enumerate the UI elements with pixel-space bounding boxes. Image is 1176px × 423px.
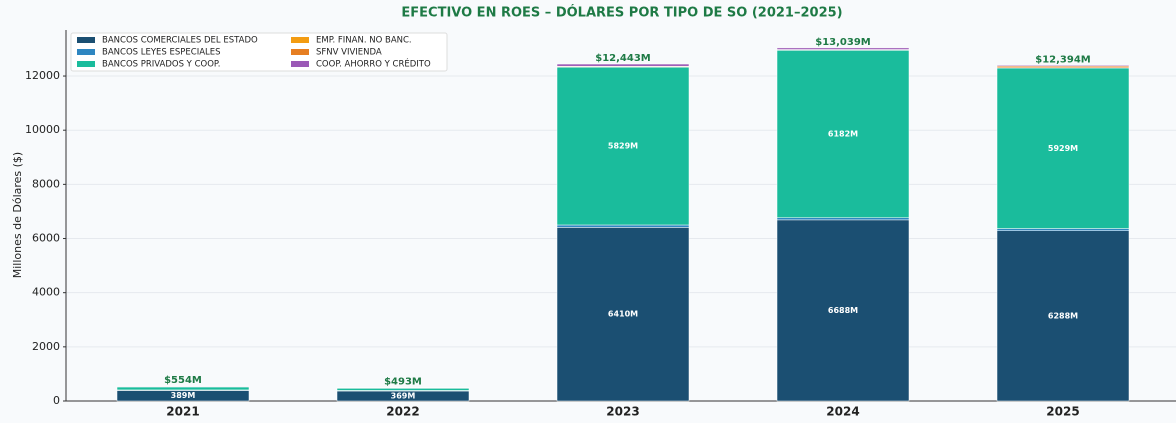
bar-segment [336,388,470,391]
legend-box [70,32,448,72]
total-label: $493M [384,377,422,388]
total-label: $12,394M [1035,54,1091,65]
value-label: 389M [171,391,196,400]
legend-swatch [77,49,95,55]
bar-segment [776,47,910,50]
value-label: 6182M [828,130,858,139]
legend-label: SFNV VIVIENDA [316,48,382,58]
value-label: 369M [391,392,416,401]
legend-swatch [291,61,309,67]
y-tick-label: 8000 [32,177,60,190]
bar-segment [996,65,1130,67]
bar-segment [556,66,690,226]
value-label: 6288M [1048,311,1078,320]
y-tick-label: 0 [53,394,60,407]
total-label: $554M [164,375,202,386]
bar-segment [776,50,910,218]
y-axis-label: Millones de Dólares ($) [11,152,24,278]
bar-segment [556,224,690,228]
bar-segment [776,219,910,402]
y-tick-label: 10000 [25,123,60,136]
x-tick-label: 2023 [606,405,639,419]
bar-segment [996,228,1130,231]
bar-segment [996,67,1130,229]
bar-segment [556,63,690,67]
bar-segment [776,217,910,221]
legend-label: BANCOS PRIVADOS Y COOP. [102,60,220,70]
legend-swatch [291,49,309,55]
value-label: 5929M [1048,144,1078,153]
bar-segment [116,386,250,391]
legend-label: COOP. AHORRO Y CRÉDITO [316,58,431,70]
legend-label: BANCOS COMERCIALES DEL ESTADO [102,36,258,46]
legend-swatch [77,61,95,67]
legend-label: EMP. FINAN. NO BANC. [316,36,412,46]
y-tick-label: 2000 [32,340,60,353]
y-tick-label: 6000 [32,232,60,245]
legend-swatch [77,37,95,43]
value-label: 6410M [608,310,638,319]
y-tick-label: 12000 [25,69,60,82]
legend-swatch [291,37,309,43]
x-tick-label: 2024 [826,405,859,419]
total-label: $12,443M [595,53,651,64]
x-tick-label: 2022 [386,405,419,419]
legend-label: BANCOS LEYES ESPECIALES [102,48,221,58]
chart-title: EFECTIVO EN ROES – DÓLARES POR TIPO DE S… [401,5,842,21]
bar-segment [556,227,690,402]
value-label: 5829M [608,142,638,151]
x-tick-label: 2021 [166,405,199,419]
bar-segment [116,385,250,387]
y-tick-label: 4000 [32,286,60,299]
value-label: 6688M [828,306,858,315]
x-tick-label: 2025 [1046,405,1079,419]
total-label: $13,039M [815,37,871,48]
